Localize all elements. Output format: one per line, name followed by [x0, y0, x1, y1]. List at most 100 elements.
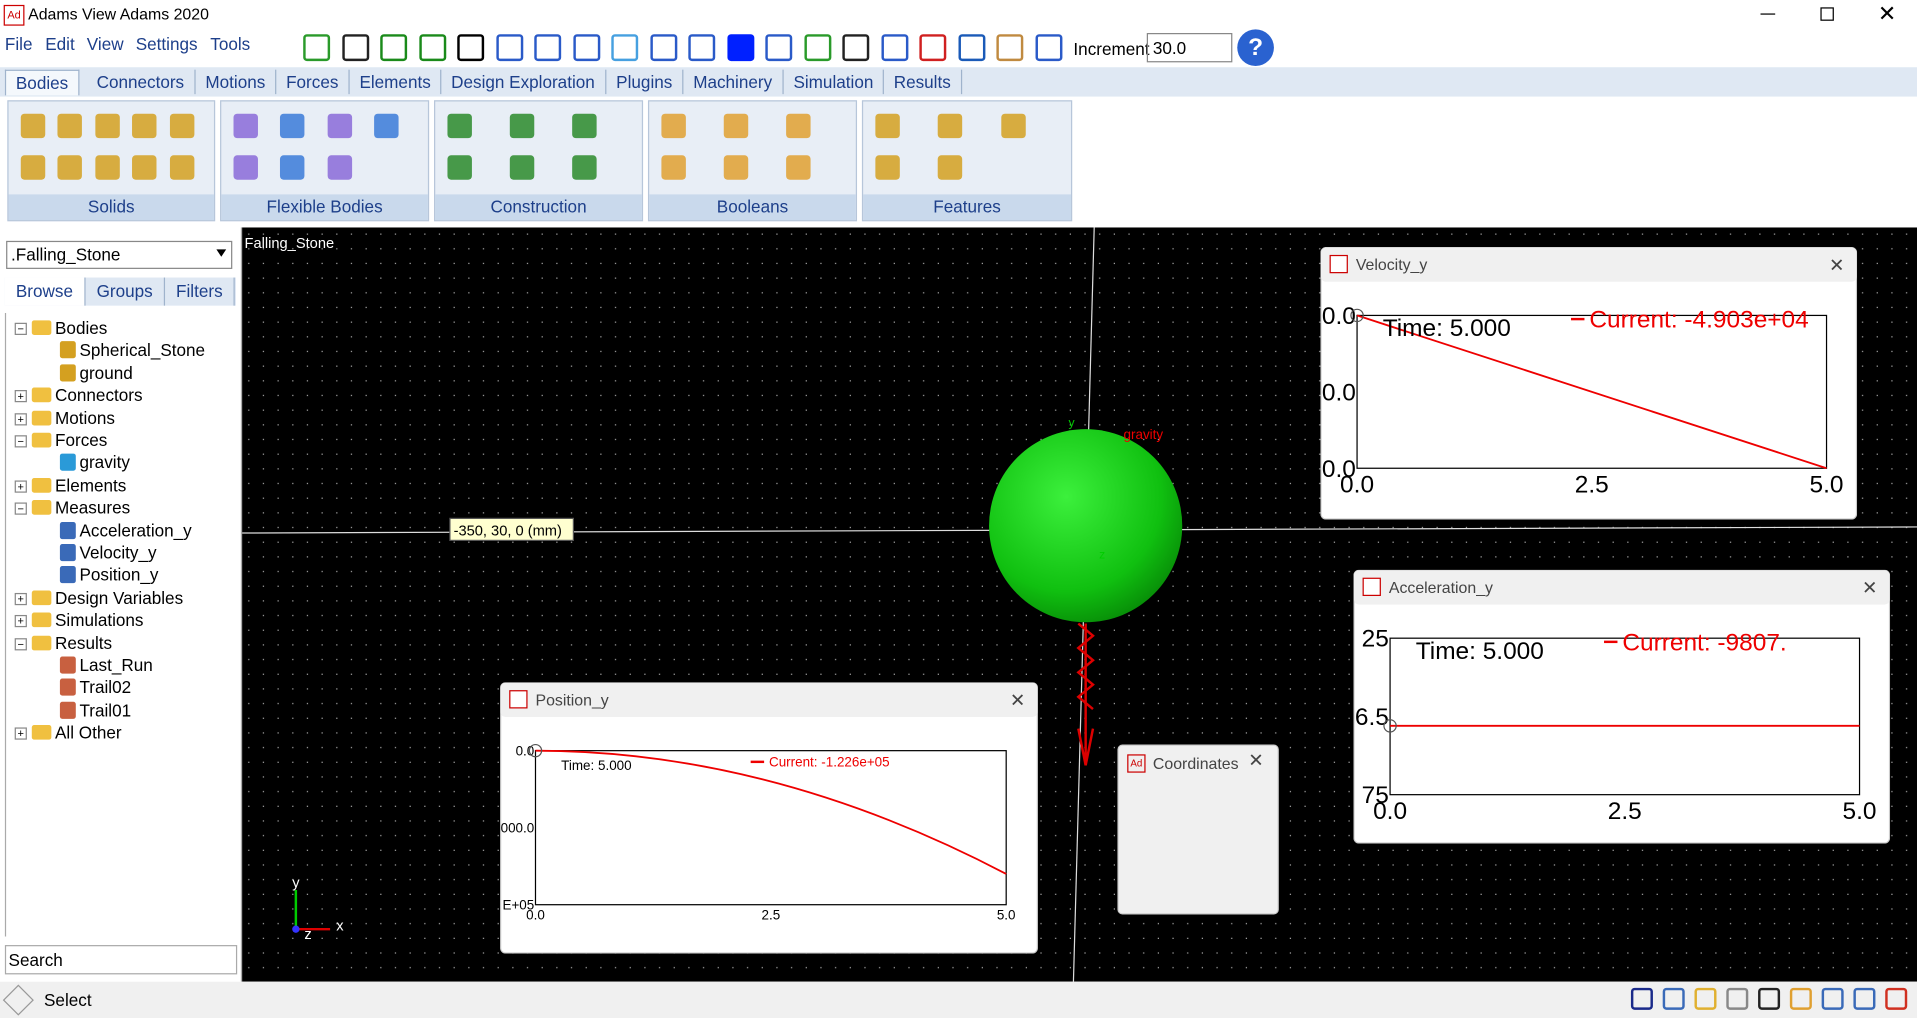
close-button[interactable]: ✕ — [1877, 1, 1897, 26]
ribbon-button[interactable] — [95, 113, 120, 139]
menu-item[interactable]: View — [86, 34, 124, 54]
help-button[interactable]: ? — [1237, 29, 1274, 67]
status-icon[interactable] — [1821, 987, 1844, 1010]
tree-item[interactable]: Trail02 — [79, 677, 132, 698]
menu-item[interactable]: File — [4, 34, 33, 54]
ribbon-button[interactable] — [723, 113, 749, 139]
ribbon-button[interactable] — [327, 113, 352, 139]
ribbon-button[interactable] — [938, 113, 963, 139]
ribbon-button[interactable] — [327, 155, 352, 180]
ribbon-button[interactable] — [169, 155, 194, 180]
ribbon-button[interactable] — [233, 113, 258, 139]
tree-item[interactable]: Spherical_Stone — [79, 340, 206, 360]
minimize-button[interactable] — [1760, 13, 1776, 15]
ribbon-button[interactable] — [938, 155, 963, 180]
toolbar-button[interactable] — [418, 34, 446, 62]
toolbar-button[interactable] — [726, 34, 754, 62]
expander[interactable]: + — [14, 480, 27, 493]
ribbon-button[interactable] — [280, 113, 305, 139]
ribbon-tab[interactable]: Forces — [276, 69, 350, 95]
ribbon-button[interactable] — [447, 113, 472, 139]
toolbar-button[interactable] — [572, 34, 600, 62]
status-icon[interactable] — [1662, 987, 1685, 1010]
expander[interactable]: − — [14, 502, 27, 515]
ribbon-button[interactable] — [509, 113, 535, 139]
toolbar-button[interactable] — [1034, 34, 1062, 62]
tree-item[interactable]: Measures — [55, 497, 131, 518]
toolbar-button[interactable] — [649, 34, 677, 62]
status-icon[interactable] — [1853, 987, 1876, 1010]
toolbar-button[interactable] — [611, 34, 639, 62]
ribbon-button[interactable] — [661, 113, 686, 139]
toolbar-button[interactable] — [803, 34, 831, 62]
status-icon[interactable] — [1789, 987, 1812, 1010]
tree-item[interactable]: Motions — [55, 407, 115, 428]
toolbar-button[interactable] — [303, 34, 331, 62]
search-box[interactable]: Search — [4, 945, 238, 975]
ribbon-button[interactable] — [786, 113, 811, 139]
tree-item[interactable]: Bodies — [55, 317, 108, 338]
ribbon-button[interactable] — [57, 155, 83, 180]
ribbon-tab[interactable]: Results — [884, 69, 962, 95]
ribbon-button[interactable] — [572, 113, 597, 139]
increment-input[interactable]: 30.0 — [1146, 33, 1233, 63]
toolbar-button[interactable] — [341, 34, 369, 62]
ribbon-button[interactable] — [57, 113, 83, 139]
browser-tab[interactable]: Filters — [165, 277, 235, 306]
tree-item[interactable]: Elements — [55, 475, 127, 495]
ribbon-button[interactable] — [280, 155, 305, 180]
tree-item[interactable]: Design Variables — [55, 587, 184, 608]
status-icon[interactable] — [1758, 987, 1781, 1010]
ribbon-tab[interactable]: Motions — [196, 69, 277, 95]
expander[interactable]: + — [14, 727, 27, 740]
tree-item[interactable]: Results — [55, 632, 113, 653]
tree-item[interactable]: Connectors — [55, 385, 143, 405]
expander[interactable]: − — [14, 435, 27, 448]
ribbon-button[interactable] — [373, 113, 399, 139]
toolbar-button[interactable] — [688, 34, 716, 62]
toolbar-button[interactable] — [957, 34, 985, 62]
menu-item[interactable]: Settings — [135, 34, 198, 54]
ribbon-button[interactable] — [132, 155, 157, 180]
ribbon-button[interactable] — [572, 155, 597, 180]
expander[interactable]: + — [14, 615, 27, 628]
toolbar-button[interactable] — [765, 34, 793, 62]
tree-item[interactable]: gravity — [79, 452, 130, 473]
maximize-button[interactable] — [1820, 7, 1834, 21]
ribbon-button[interactable] — [875, 113, 900, 139]
tree-item[interactable]: Trail01 — [79, 700, 132, 720]
tree-item[interactable]: Last_Run — [79, 655, 153, 675]
status-icon[interactable] — [1630, 987, 1653, 1010]
tree-item[interactable]: Acceleration_y — [79, 520, 192, 540]
ribbon-tab[interactable]: Bodies — [4, 69, 80, 96]
browser-tab[interactable]: Browse — [4, 277, 86, 306]
close-button[interactable]: ✕ — [1248, 750, 1264, 772]
model-dropdown[interactable]: .Falling_Stone — [6, 240, 233, 269]
expander[interactable]: + — [14, 390, 27, 403]
expander[interactable]: − — [14, 637, 27, 650]
ribbon-tab[interactable]: Connectors — [87, 69, 196, 95]
ribbon-button[interactable] — [20, 155, 46, 180]
ribbon-button[interactable] — [169, 113, 194, 139]
ribbon-button[interactable] — [723, 155, 749, 180]
tree-item[interactable]: All Other — [55, 722, 122, 743]
ribbon-button[interactable] — [132, 113, 157, 139]
ribbon-button[interactable] — [875, 155, 900, 180]
tree-item[interactable]: Position_y — [79, 565, 159, 585]
tree-item[interactable]: ground — [79, 362, 133, 383]
menu-item[interactable]: Tools — [210, 34, 251, 54]
close-button[interactable]: ✕ — [1829, 254, 1844, 275]
status-icon[interactable] — [1694, 987, 1717, 1010]
expander[interactable]: − — [14, 322, 27, 335]
tree-item[interactable]: Velocity_y — [79, 542, 157, 563]
ribbon-tab[interactable]: Simulation — [784, 69, 885, 95]
toolbar-button[interactable] — [495, 34, 523, 62]
ribbon-button[interactable] — [233, 155, 258, 180]
close-button[interactable]: ✕ — [1010, 690, 1025, 711]
ribbon-button[interactable] — [1000, 113, 1026, 139]
toolbar-button[interactable] — [842, 34, 870, 62]
ribbon-tab[interactable]: Design Exploration — [441, 69, 606, 95]
ribbon-button[interactable] — [95, 155, 120, 180]
ribbon-tab[interactable]: Plugins — [606, 69, 684, 95]
menu-item[interactable]: Edit — [45, 34, 75, 54]
